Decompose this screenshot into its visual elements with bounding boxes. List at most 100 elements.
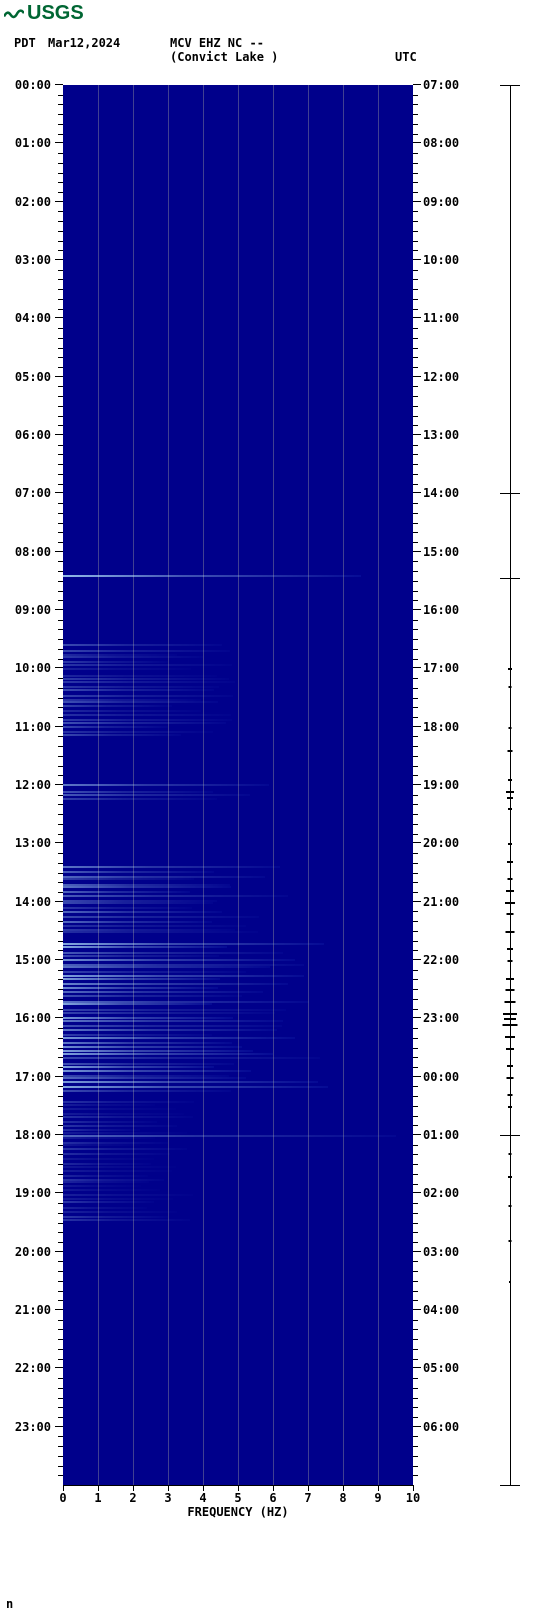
minor-tick <box>58 163 63 164</box>
y-right-label: 09:00 <box>423 195 459 209</box>
y-right-label: 20:00 <box>423 836 459 850</box>
minor-tick <box>413 406 418 407</box>
minor-tick <box>58 979 63 980</box>
minor-tick <box>58 1232 63 1233</box>
y-left-tick: 08:00 <box>0 545 63 559</box>
x-tick-label: 8 <box>339 1491 346 1505</box>
minor-tick <box>58 873 63 874</box>
y-left-label: 04:00 <box>15 311 51 325</box>
minor-tick <box>413 804 418 805</box>
x-axis-title: FREQUENCY (HZ) <box>187 1505 288 1519</box>
y-left-label: 23:00 <box>15 1420 51 1434</box>
minor-tick <box>413 532 418 533</box>
minor-tick <box>58 182 63 183</box>
amp-blob <box>507 797 513 799</box>
spectral-streak <box>63 1037 295 1039</box>
spectral-streak <box>63 1020 283 1022</box>
y-right-tick: 16:00 <box>413 603 473 617</box>
spectral-streak <box>63 668 191 670</box>
spectral-streak <box>63 959 295 961</box>
amp-blob <box>506 1048 514 1050</box>
minor-tick <box>413 1320 418 1321</box>
minor-tick <box>413 95 418 96</box>
amp-blob <box>506 931 515 933</box>
minor-tick <box>413 182 418 183</box>
minor-tick <box>413 591 418 592</box>
minor-tick <box>58 1378 63 1379</box>
y-left-tick: 09:00 <box>0 603 63 617</box>
minor-tick <box>58 853 63 854</box>
date-label: Mar12,2024 <box>48 36 120 50</box>
station-label: MCV EHZ NC -- <box>170 36 264 50</box>
minor-tick <box>58 591 63 592</box>
minor-tick <box>58 1329 63 1330</box>
y-left-tick: 05:00 <box>0 370 63 384</box>
y-right-label: 14:00 <box>423 486 459 500</box>
y-left-tick: 13:00 <box>0 836 63 850</box>
spectral-streak <box>63 1207 147 1209</box>
y-right-tick: 06:00 <box>413 1420 473 1434</box>
y-right-tick: 22:00 <box>413 953 473 967</box>
y-right-label: 22:00 <box>423 953 459 967</box>
spectral-streak <box>63 911 222 913</box>
x-tick-label: 7 <box>304 1491 311 1505</box>
spectral-streak <box>63 866 280 868</box>
minor-tick <box>413 873 418 874</box>
minor-tick <box>58 1096 63 1097</box>
tz-left-label: PDT <box>14 36 36 50</box>
minor-tick <box>413 1281 418 1282</box>
minor-tick <box>413 1378 418 1379</box>
minor-tick <box>413 211 418 212</box>
y-right-tick: 05:00 <box>413 1361 473 1375</box>
y-left-tick: 02:00 <box>0 195 63 209</box>
y-right-label: 17:00 <box>423 661 459 675</box>
amp-blob <box>509 1281 511 1283</box>
minor-tick <box>413 707 418 708</box>
minor-tick <box>413 746 418 747</box>
y-left-tick: 07:00 <box>0 486 63 500</box>
y-right-tick: 10:00 <box>413 253 473 267</box>
minor-tick <box>413 1048 418 1049</box>
minor-tick <box>58 425 63 426</box>
spectral-streak <box>63 714 231 716</box>
minor-tick <box>58 1106 63 1107</box>
amp-blob <box>508 750 513 752</box>
minor-tick <box>58 1242 63 1243</box>
y-left-tick: 10:00 <box>0 661 63 675</box>
spectral-streak <box>63 1163 151 1165</box>
minor-tick <box>58 1339 63 1340</box>
minor-tick <box>413 299 418 300</box>
minor-tick <box>58 1261 63 1262</box>
spectrogram-plot <box>63 85 413 1485</box>
amp-tick <box>500 85 520 86</box>
spectral-streak <box>63 1153 170 1155</box>
y-right-label: 18:00 <box>423 720 459 734</box>
minor-tick <box>58 289 63 290</box>
minor-tick <box>58 824 63 825</box>
spectral-streak <box>63 656 203 658</box>
y-right-tick: 01:00 <box>413 1128 473 1142</box>
y-left-label: 00:00 <box>15 78 51 92</box>
y-right-tick: 02:00 <box>413 1186 473 1200</box>
spectral-streak <box>63 731 213 733</box>
minor-tick <box>58 134 63 135</box>
y-left-label: 09:00 <box>15 603 51 617</box>
minor-tick <box>58 124 63 125</box>
minor-tick <box>413 1009 418 1010</box>
minor-tick <box>58 892 63 893</box>
minor-tick <box>413 484 418 485</box>
amp-blob <box>507 1077 514 1079</box>
y-axis-right: 07:0008:0009:0010:0011:0012:0013:0014:00… <box>413 85 473 1485</box>
minor-tick <box>58 211 63 212</box>
spectral-streak <box>63 681 235 683</box>
amp-blob <box>508 878 513 880</box>
spectral-streak <box>63 955 219 957</box>
minor-tick <box>413 1164 418 1165</box>
spectral-streak <box>63 678 229 680</box>
spectral-streak <box>63 925 246 927</box>
minor-tick <box>413 1232 418 1233</box>
minor-tick <box>413 1300 418 1301</box>
minor-tick <box>413 1067 418 1068</box>
y-right-tick: 07:00 <box>413 78 473 92</box>
minor-tick <box>58 445 63 446</box>
